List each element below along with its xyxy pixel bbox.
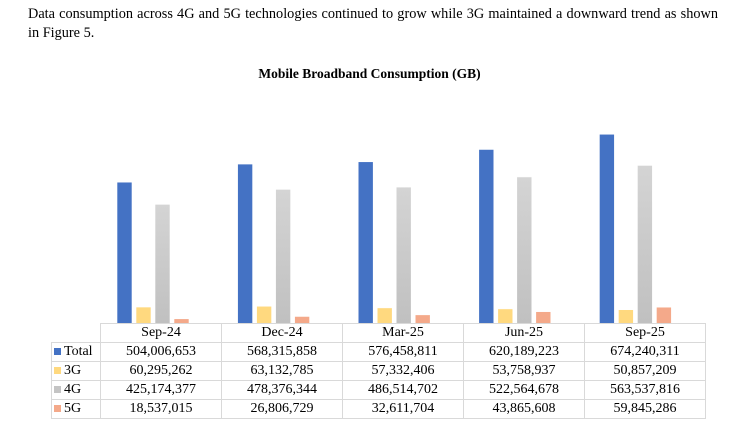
bar-total-mar-25 bbox=[357, 161, 374, 325]
legend-entry: 5G bbox=[51, 399, 101, 419]
table-corner bbox=[51, 323, 101, 343]
data-label: 568,315,858 bbox=[221, 342, 343, 362]
legend-entry: 3G bbox=[51, 361, 101, 381]
bar-3g-sep-25 bbox=[618, 309, 634, 325]
bar-3g-jun-25 bbox=[497, 308, 514, 325]
data-label: 504,006,653 bbox=[100, 342, 222, 362]
table-row: 3G 60,295,262 63,132,785 57,332,406 53,758,9… bbox=[51, 361, 706, 381]
legend-entry: 4G bbox=[51, 380, 101, 400]
bar-4g-mar-25 bbox=[395, 186, 412, 325]
data-label: 50,857,209 bbox=[584, 361, 706, 381]
data-label: 60,295,262 bbox=[100, 361, 222, 381]
data-label: 26,806,729 bbox=[221, 399, 343, 419]
series-name: 3G bbox=[64, 363, 82, 378]
table-row: 5G 18,537,015 26,806,729 32,611,704 43,865,6… bbox=[51, 399, 706, 419]
data-label: 18,537,015 bbox=[100, 399, 222, 419]
data-label: 57,332,406 bbox=[342, 361, 464, 381]
bar-4g-jun-25 bbox=[516, 176, 533, 325]
data-label: 478,376,344 bbox=[221, 380, 343, 400]
bar-total-jun-25 bbox=[478, 149, 495, 325]
data-label: 43,865,608 bbox=[463, 399, 585, 419]
data-label: 620,189,223 bbox=[463, 342, 585, 362]
bar-total-sep-25 bbox=[599, 133, 615, 325]
bar-5g-sep-25 bbox=[656, 306, 672, 325]
data-label: 576,458,811 bbox=[342, 342, 464, 362]
bar-total-dec-24 bbox=[237, 163, 253, 325]
bar-chart bbox=[116, 133, 672, 325]
data-label: 425,174,377 bbox=[100, 380, 222, 400]
series-name: 4G bbox=[64, 382, 82, 397]
body-paragraph: Data consumption across 4G and 5G techno… bbox=[28, 6, 718, 41]
category-label: Jun-25 bbox=[463, 323, 585, 343]
data-label: 674,240,311 bbox=[584, 342, 706, 362]
data-label: 486,514,702 bbox=[342, 380, 464, 400]
category-label: Sep-24 bbox=[100, 323, 222, 343]
bar-3g-mar-25 bbox=[376, 307, 393, 325]
legend-swatch-icon bbox=[54, 404, 61, 412]
series-name: 5G bbox=[64, 401, 82, 416]
data-label: 563,537,816 bbox=[584, 380, 706, 400]
category-label: Mar-25 bbox=[342, 323, 464, 343]
category-label: Sep-25 bbox=[584, 323, 706, 343]
legend-swatch-icon bbox=[54, 347, 61, 355]
data-label: 53,758,937 bbox=[463, 361, 585, 381]
legend-swatch-icon bbox=[54, 366, 61, 374]
data-label: 32,611,704 bbox=[342, 399, 464, 419]
data-label: 522,564,678 bbox=[463, 380, 585, 400]
bar-3g-dec-24 bbox=[256, 305, 272, 325]
legend-swatch-icon bbox=[54, 385, 61, 393]
bar-3g-sep-24 bbox=[135, 306, 152, 325]
category-label: Dec-24 bbox=[221, 323, 343, 343]
bar-4g-sep-25 bbox=[637, 165, 653, 325]
table-row: Total 504,006,653 568,315,858 576,458,811 62… bbox=[51, 342, 706, 362]
chart-title: Mobile Broadband Consumption (GB) bbox=[258, 66, 481, 81]
data-label: 59,845,286 bbox=[584, 399, 706, 419]
table-row: 4G 425,174,377 478,376,344 486,514,702 522,5… bbox=[51, 380, 706, 400]
series-name: Total bbox=[64, 344, 93, 359]
bar-4g-dec-24 bbox=[275, 189, 291, 325]
data-table: Sep-24 Dec-24 Mar-25 Jun-25 Sep-25 Total 504,0… bbox=[51, 323, 706, 419]
bar-4g-sep-24 bbox=[154, 204, 171, 325]
bar-total-sep-24 bbox=[116, 181, 133, 325]
legend-entry: Total bbox=[51, 342, 101, 362]
data-label: 63,132,785 bbox=[221, 361, 343, 381]
